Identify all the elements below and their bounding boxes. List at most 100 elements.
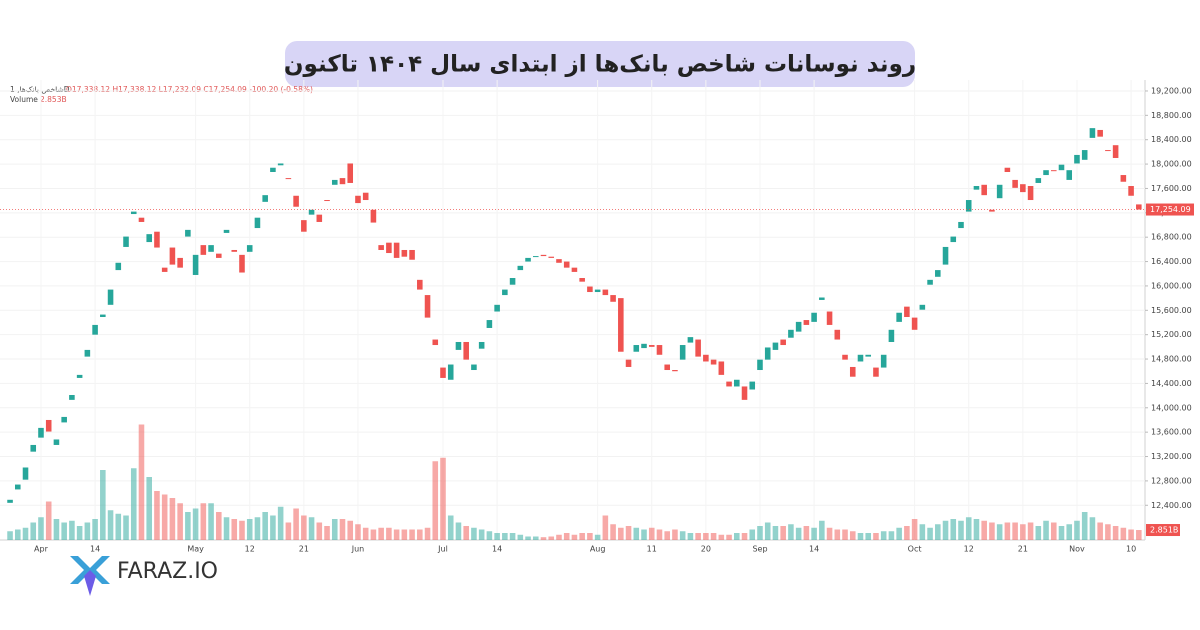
volume-bar bbox=[401, 529, 408, 540]
candle-body bbox=[107, 289, 114, 305]
x-tick-label: Apr bbox=[34, 545, 49, 554]
candle-body bbox=[958, 221, 964, 229]
candle-body bbox=[703, 354, 709, 362]
x-tick-label: 14 bbox=[492, 545, 502, 554]
volume-legend: 2.853B bbox=[40, 95, 67, 104]
candle-body bbox=[270, 167, 276, 172]
candle-body bbox=[834, 329, 841, 340]
volume-bar bbox=[455, 522, 462, 540]
candle-body bbox=[656, 345, 663, 355]
candle-body bbox=[1112, 145, 1119, 158]
last-volume-box bbox=[1146, 524, 1180, 537]
volume-bar bbox=[471, 527, 477, 540]
x-tick-label: 14 bbox=[809, 545, 819, 554]
candle-body bbox=[378, 245, 384, 250]
candle-body bbox=[749, 381, 756, 390]
volume-bar bbox=[834, 529, 841, 540]
volume-bar bbox=[45, 501, 52, 540]
volume-bar bbox=[865, 533, 872, 540]
volume-bar bbox=[169, 498, 176, 540]
volume-bar bbox=[571, 534, 578, 540]
title-pill bbox=[285, 41, 915, 87]
volume-bar bbox=[347, 520, 354, 540]
candle-body bbox=[540, 254, 547, 257]
candle-body bbox=[888, 329, 895, 342]
candle-body bbox=[185, 229, 191, 237]
candle-body bbox=[401, 249, 408, 257]
volume-bar bbox=[1128, 529, 1134, 540]
volume-bar bbox=[270, 515, 276, 540]
candle-body bbox=[641, 343, 647, 349]
candle-body bbox=[935, 270, 941, 277]
candle-body bbox=[138, 217, 145, 222]
volume-bar bbox=[177, 503, 183, 540]
y-tick-label: 17,600.00 bbox=[1151, 184, 1192, 193]
candle-body bbox=[679, 345, 686, 360]
candle-body bbox=[1128, 186, 1134, 196]
volume-bar bbox=[417, 529, 423, 540]
volume-bar bbox=[532, 536, 539, 540]
candle-body bbox=[285, 178, 292, 180]
y-tick-label: 13,600.00 bbox=[1151, 428, 1192, 437]
candle-body bbox=[455, 341, 462, 350]
candle-body bbox=[69, 394, 75, 400]
candle-body bbox=[471, 364, 477, 371]
candle-body bbox=[76, 374, 83, 378]
volume-bar bbox=[100, 470, 106, 540]
volume-bar bbox=[873, 533, 879, 540]
volume-bar bbox=[857, 533, 864, 540]
candle-body bbox=[355, 195, 361, 204]
volume-bar bbox=[819, 520, 825, 540]
volume-bar bbox=[1081, 512, 1088, 540]
candle-body bbox=[478, 341, 485, 349]
volume-bar bbox=[556, 534, 562, 540]
volume-bar bbox=[146, 477, 152, 540]
volume-bar bbox=[478, 529, 485, 540]
y-tick-label: 19,200.00 bbox=[1151, 86, 1192, 95]
x-tick-label: Jul bbox=[437, 545, 448, 554]
volume-bar bbox=[502, 533, 508, 540]
candle-body bbox=[239, 254, 245, 273]
candle-body bbox=[339, 178, 346, 185]
volume-bar bbox=[602, 515, 609, 540]
volume-bar bbox=[648, 527, 655, 540]
candle-body bbox=[965, 200, 972, 212]
volume-bar bbox=[339, 519, 346, 540]
volume-bar bbox=[22, 527, 29, 540]
y-tick-label: 14,000.00 bbox=[1151, 403, 1192, 412]
y-tick-label: 16,000.00 bbox=[1151, 281, 1192, 290]
candle-body bbox=[177, 257, 183, 268]
volume-bar bbox=[734, 533, 740, 540]
volume-bar bbox=[285, 522, 292, 540]
volume-bar bbox=[308, 517, 315, 540]
candle-body bbox=[927, 279, 933, 285]
y-tick-label: 18,000.00 bbox=[1151, 160, 1192, 169]
candle-body bbox=[154, 231, 160, 248]
candle-body bbox=[602, 289, 609, 296]
candle-body bbox=[726, 381, 732, 387]
y-tick-label: 14,400.00 bbox=[1151, 379, 1192, 388]
volume-bar bbox=[888, 531, 895, 540]
volume-bar bbox=[7, 531, 13, 540]
candle-body bbox=[896, 312, 902, 322]
x-tick-label: 21 bbox=[299, 545, 309, 554]
candle-body bbox=[594, 289, 601, 293]
candle-body bbox=[911, 317, 918, 330]
candle-body bbox=[788, 329, 794, 338]
candle-body bbox=[463, 341, 469, 360]
volume-bar bbox=[277, 506, 284, 540]
candle-body bbox=[571, 267, 578, 272]
candle-body bbox=[432, 339, 439, 346]
candle-body bbox=[1105, 150, 1111, 152]
volume-bar bbox=[1105, 524, 1111, 540]
volume-bar bbox=[1058, 526, 1065, 540]
volume-bar bbox=[331, 519, 338, 540]
volume-bar bbox=[1043, 520, 1049, 540]
volume-bar bbox=[254, 517, 261, 540]
candle-body bbox=[393, 242, 400, 258]
candle-body bbox=[942, 246, 949, 265]
volume-bar bbox=[509, 533, 516, 540]
volume-bar bbox=[355, 524, 361, 540]
volume-bar bbox=[440, 457, 446, 540]
candle-body bbox=[1043, 170, 1049, 176]
